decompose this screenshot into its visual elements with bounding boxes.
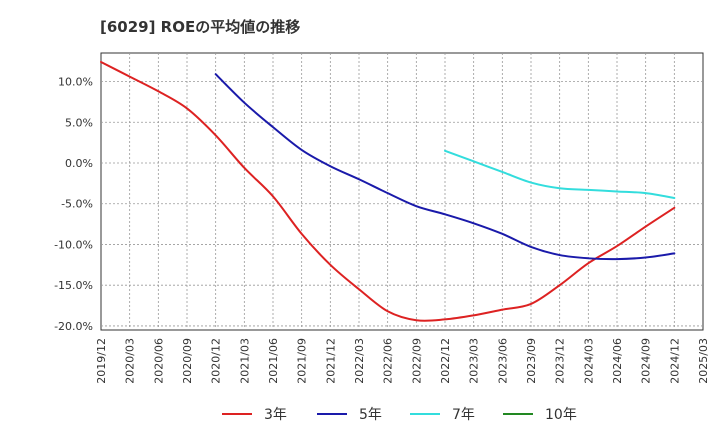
x-tick-label: 2020/06 (152, 338, 165, 384)
y-axis: 10.0% 5.0% 0.0% -5.0% -10.0% -15.0% -20.0% (54, 76, 93, 333)
grid-lines (101, 53, 703, 330)
x-tick-label: 2021/09 (296, 338, 309, 384)
legend: 3年 5年 7年 10年 (222, 407, 577, 423)
legend-label-1: 5年 (359, 407, 382, 423)
series-line-2 (444, 149, 676, 200)
legend-label-3: 10年 (545, 407, 577, 423)
legend-label-0: 3年 (264, 407, 287, 423)
series-line-1 (214, 73, 676, 261)
legend-label-2: 7年 (452, 407, 475, 423)
y-tick-label: 5.0% (65, 116, 93, 129)
y-tick-label: -5.0% (61, 198, 93, 211)
y-tick-label: 10.0% (58, 76, 93, 89)
series-layer (100, 60, 676, 322)
y-tick-label: -15.0% (54, 279, 93, 292)
x-tick-label: 2022/12 (439, 338, 452, 384)
x-tick-label: 2024/06 (611, 338, 624, 384)
x-tick-label: 2020/09 (181, 338, 194, 384)
x-tick-label: 2022/09 (410, 338, 423, 384)
x-tick-label: 2022/06 (382, 338, 395, 384)
x-tick-label: 2024/12 (668, 338, 681, 384)
x-tick-label: 2024/09 (640, 338, 653, 384)
x-tick-label: 2025/03 (697, 338, 710, 384)
x-tick-label: 2021/12 (324, 338, 337, 384)
x-tick-label: 2020/12 (210, 338, 223, 384)
x-axis: 2019/12 2020/03 2020/06 2020/09 2020/12 2021/… (95, 338, 710, 384)
x-tick-label: 2023/09 (525, 338, 538, 384)
x-tick-label: 2023/06 (496, 338, 509, 384)
y-tick-label: 0.0% (65, 157, 93, 170)
chart-title: [6029] ROEの平均値の推移 (100, 18, 301, 36)
x-tick-label: 2024/03 (582, 338, 595, 384)
series-line-0 (100, 60, 676, 322)
x-tick-label: 2023/12 (554, 338, 567, 384)
x-tick-label: 2023/03 (468, 338, 481, 384)
x-tick-label: 2022/03 (353, 338, 366, 384)
x-tick-label: 2021/06 (267, 338, 280, 384)
x-tick-label: 2020/03 (124, 338, 137, 384)
x-tick-label: 2019/12 (95, 338, 108, 384)
y-tick-label: -20.0% (54, 320, 93, 333)
x-tick-label: 2021/03 (238, 338, 251, 384)
y-tick-label: -10.0% (54, 238, 93, 251)
